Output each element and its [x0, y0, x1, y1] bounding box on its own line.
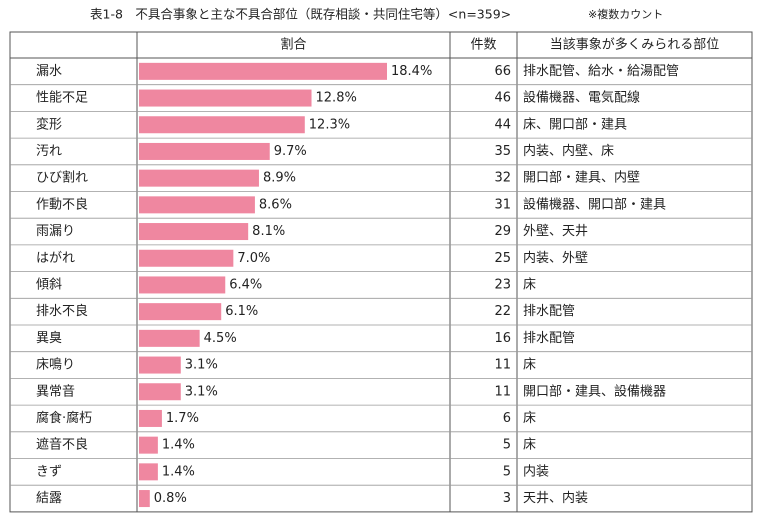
parts: 内装: [523, 463, 549, 479]
bar: [139, 356, 181, 374]
count: 32: [494, 171, 511, 186]
value-label: 8.6%: [259, 197, 292, 212]
count: 25: [494, 251, 511, 266]
count: 35: [494, 144, 511, 159]
count: 16: [494, 331, 511, 346]
parts: 床: [523, 438, 536, 453]
value-label: 12.8%: [316, 91, 357, 106]
parts: 床: [523, 358, 536, 373]
value-label: 1.4%: [162, 464, 195, 479]
value-label: 0.8%: [154, 491, 187, 506]
category-label: 作動不良: [36, 196, 88, 212]
parts: 排水配管: [523, 331, 575, 346]
bar: [139, 276, 226, 294]
category-label: 雨漏り: [36, 223, 75, 239]
value-label: 3.1%: [185, 358, 218, 373]
column-header: 件数: [470, 38, 496, 53]
bar: [139, 169, 259, 187]
category-label: 結露: [36, 491, 62, 506]
parts: 内装、内壁、床: [523, 143, 614, 159]
bar: [139, 249, 234, 267]
bar: [139, 303, 222, 321]
parts: 排水配管: [523, 304, 575, 319]
count: 23: [494, 277, 511, 292]
bar: [139, 436, 158, 454]
column-header: 当該事象が多くみられる部位: [550, 37, 720, 53]
bar: [139, 116, 305, 134]
category-label: きず: [36, 464, 62, 479]
bar: [139, 89, 312, 107]
bar: [139, 463, 158, 481]
category-label: 性能不足: [36, 91, 88, 106]
count: 29: [494, 224, 511, 239]
value-label: 18.4%: [391, 64, 432, 79]
category-label: 異臭: [36, 331, 62, 346]
bar: [139, 383, 181, 401]
bar: [139, 223, 249, 241]
chart-title: 表1-8 不具合事象と主な不具合部位（既存相談・共同住宅等）<n=359>: [90, 7, 511, 22]
bar: [139, 490, 150, 508]
bar: [139, 329, 200, 347]
value-label: 7.0%: [237, 251, 270, 266]
parts: 床、開口部・建具: [523, 117, 627, 132]
category-label: 傾斜: [36, 277, 62, 292]
count: 11: [494, 384, 511, 399]
count: 6: [503, 411, 511, 426]
category-label: 汚れ: [36, 144, 62, 159]
parts: 天井、内装: [523, 490, 588, 506]
value-label: 9.7%: [274, 144, 307, 159]
category-label: 変形: [36, 116, 62, 132]
parts: 外壁、天井: [523, 224, 588, 239]
bar: [139, 142, 270, 160]
category-label: 遮音不良: [36, 437, 88, 453]
parts: 開口部・建具、設備機器: [523, 383, 666, 399]
count: 5: [503, 464, 511, 479]
category-label: はがれ: [36, 251, 75, 266]
category-label: 漏水: [36, 63, 62, 79]
value-label: 1.4%: [162, 438, 195, 453]
category-label: 異常音: [36, 383, 75, 399]
parts: 床: [523, 411, 536, 426]
count: 66: [494, 64, 511, 79]
count: 5: [503, 438, 511, 453]
parts: 開口部・建具、内壁: [523, 170, 640, 186]
parts: 内装、外壁: [523, 250, 588, 266]
category-label: 床鳴り: [36, 358, 75, 373]
value-label: 8.9%: [263, 171, 296, 186]
parts: 設備機器、電気配線: [523, 90, 640, 106]
category-label: 腐食·腐朽: [36, 410, 92, 426]
count: 44: [494, 117, 511, 132]
value-label: 1.7%: [166, 411, 199, 426]
column-header: 割合: [280, 37, 306, 53]
parts: 排水配管、給水・給湯配管: [523, 64, 679, 79]
bar: [139, 62, 387, 80]
category-label: ひび割れ: [36, 170, 88, 186]
note: ※複数カウント: [588, 7, 663, 21]
value-label: 6.4%: [229, 277, 262, 292]
value-label: 8.1%: [252, 224, 285, 239]
count: 11: [494, 358, 511, 373]
value-label: 3.1%: [185, 384, 218, 399]
value-label: 4.5%: [204, 331, 237, 346]
bar: [139, 196, 255, 214]
count: 46: [494, 91, 511, 106]
bar: [139, 409, 162, 427]
count: 22: [494, 304, 511, 319]
parts: 床: [523, 277, 536, 292]
count: 31: [494, 197, 511, 212]
parts: 設備機器、開口部・建具: [523, 196, 666, 212]
count: 3: [503, 491, 511, 506]
category-label: 排水不良: [36, 303, 88, 319]
value-label: 6.1%: [225, 304, 258, 319]
value-label: 12.3%: [309, 117, 350, 132]
